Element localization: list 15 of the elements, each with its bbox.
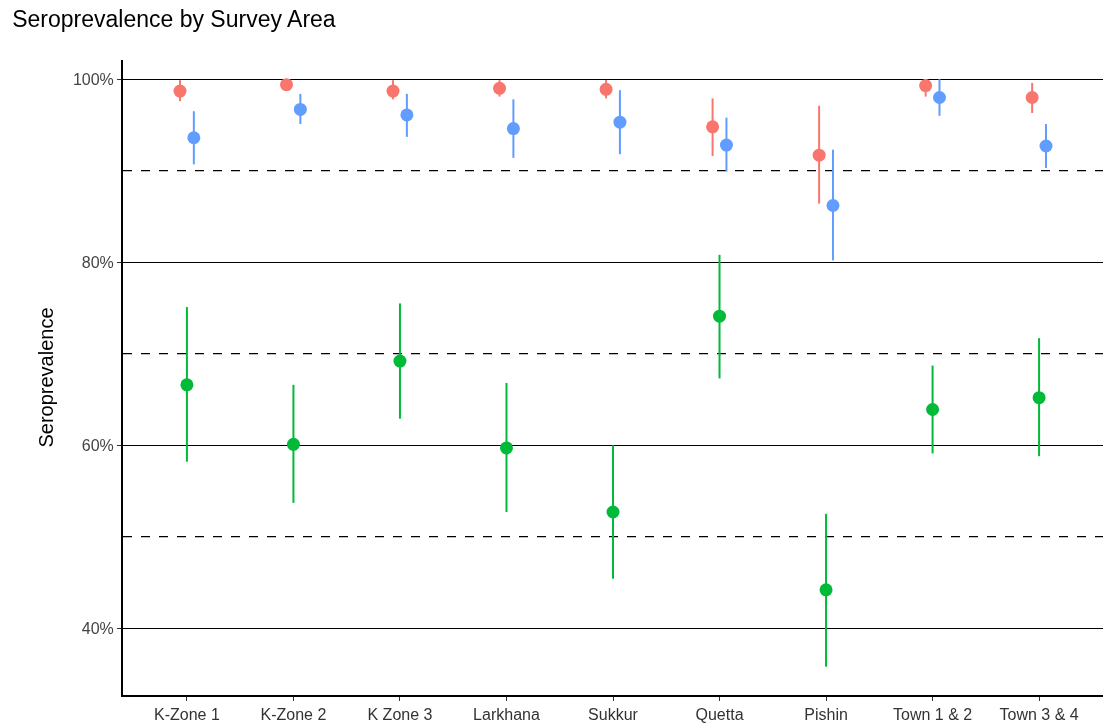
x-tick-label: Quetta bbox=[695, 706, 744, 724]
x-tick-label: K Zone 3 bbox=[367, 706, 433, 724]
x-tick-label: Larkhana bbox=[473, 706, 540, 724]
chart-title: Seroprevalence by Survey Area bbox=[12, 5, 336, 32]
x-tick-label: Town 1 & 2 bbox=[892, 706, 973, 724]
x-tick-label: Sukkur bbox=[588, 706, 639, 724]
y-tick-label: 80% bbox=[81, 253, 114, 271]
y-tick-label: 60% bbox=[81, 436, 114, 454]
x-tick-label: K-Zone 1 bbox=[154, 706, 220, 724]
x-tick-label: Town 3 & 4 bbox=[999, 706, 1079, 724]
y-axis-title: Seroprevalence bbox=[34, 307, 57, 448]
x-tick-label: Pishin bbox=[804, 706, 848, 724]
x-tick-label: K-Zone 2 bbox=[260, 706, 327, 724]
y-tick-label: 40% bbox=[81, 619, 114, 637]
y-tick-label: 100% bbox=[72, 70, 114, 88]
